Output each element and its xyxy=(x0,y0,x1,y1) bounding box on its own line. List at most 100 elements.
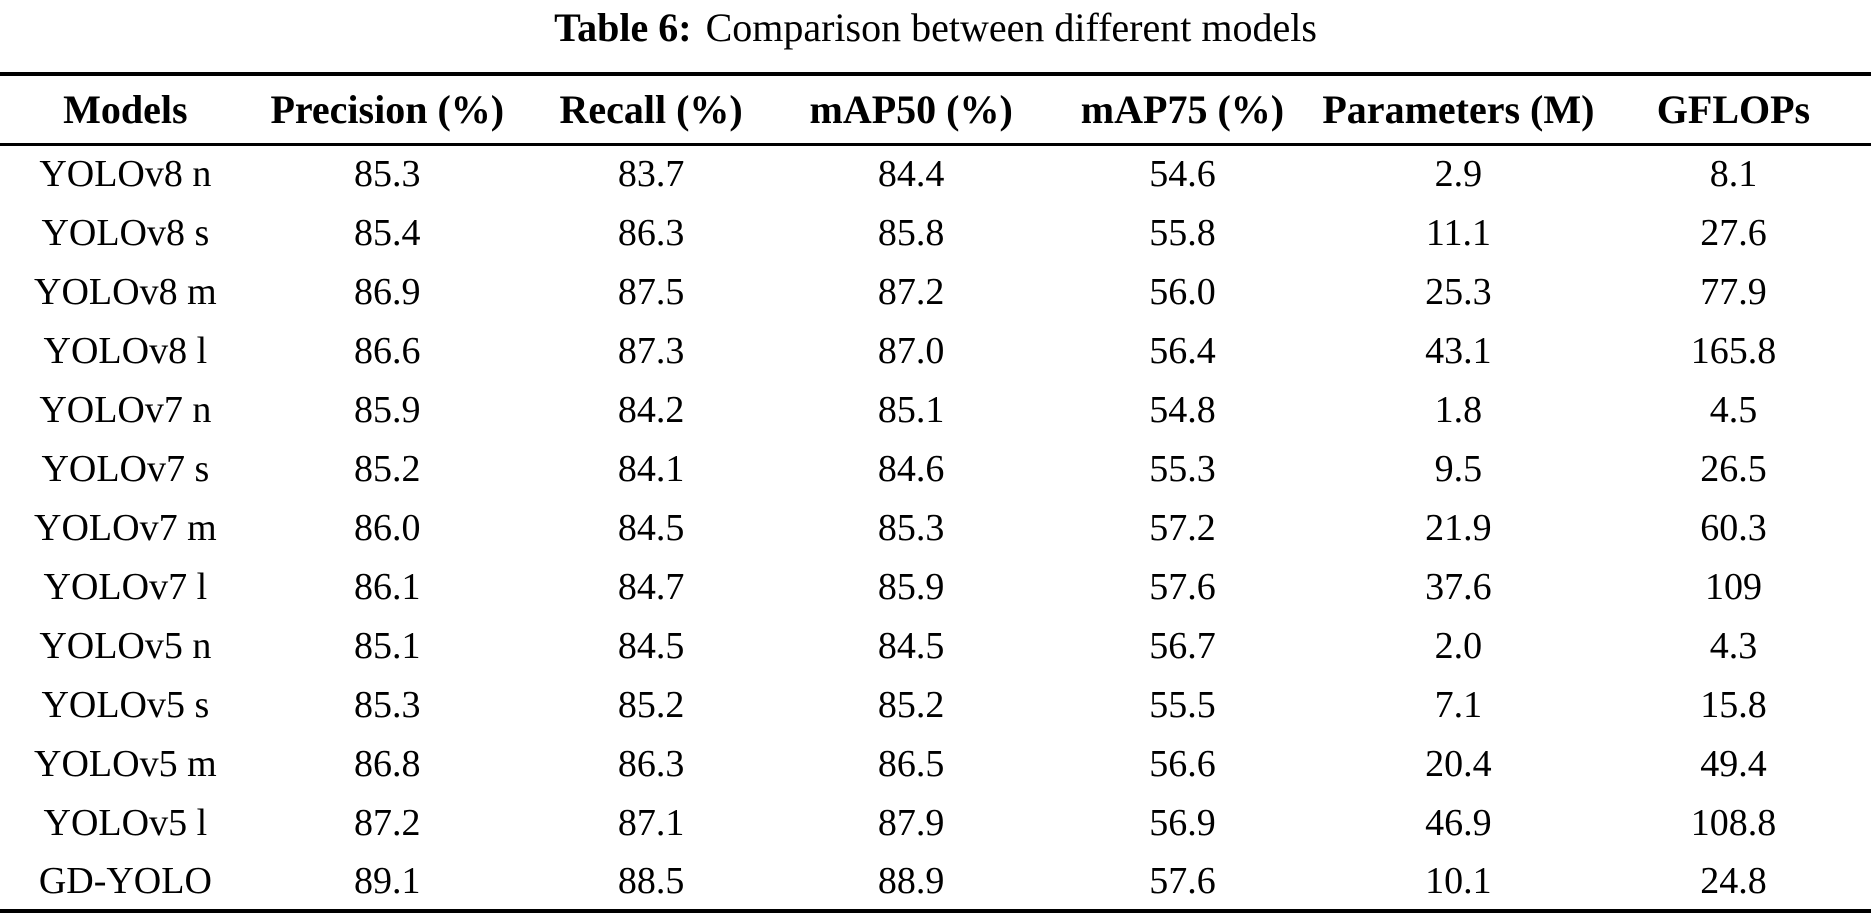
value-cell: 109 xyxy=(1704,565,1762,608)
value-cell: 4.3 xyxy=(1709,624,1758,667)
value-cell: 57.6 xyxy=(1149,565,1216,608)
column-header-precision: Precision (%) xyxy=(270,86,505,132)
value-cell: 25.3 xyxy=(1425,270,1492,313)
table-row: GD-YOLO 89.1 88.5 88.9 57.6 10.1 24.8 xyxy=(0,852,1871,911)
table-row: YOLOv5 m 86.8 86.3 86.5 56.6 20.4 49.4 xyxy=(0,734,1871,793)
model-cell: YOLOv8 l xyxy=(43,329,208,372)
value-cell: 85.3 xyxy=(354,153,421,196)
value-cell: 87.1 xyxy=(617,801,685,844)
value-cell: 85.2 xyxy=(877,683,945,726)
value-cell: 55.8 xyxy=(1149,211,1216,254)
value-cell: 87.0 xyxy=(877,329,945,372)
model-cell: YOLOv5 l xyxy=(43,801,208,844)
value-cell: 84.7 xyxy=(617,565,685,608)
value-cell: 27.6 xyxy=(1700,211,1767,254)
value-cell: 2.0 xyxy=(1434,624,1483,667)
value-cell: 87.2 xyxy=(354,801,421,844)
value-cell: 86.6 xyxy=(354,329,421,372)
model-comparison-table: Models Precision (%) Recall (%) mAP50 (%… xyxy=(0,72,1871,913)
value-cell: 84.4 xyxy=(877,153,945,196)
value-cell: 24.8 xyxy=(1700,859,1767,902)
value-cell: 87.3 xyxy=(617,329,685,372)
table-row: YOLOv7 m 86.0 84.5 85.3 57.2 21.9 60.3 xyxy=(0,498,1871,557)
value-cell: 20.4 xyxy=(1425,742,1492,785)
table-body: YOLOv8 n 85.3 83.7 84.4 54.6 2.9 8.1 YOL… xyxy=(0,144,1871,911)
value-cell: 87.9 xyxy=(877,801,945,844)
value-cell: 85.9 xyxy=(877,565,945,608)
table-row: YOLOv8 m 86.9 87.5 87.2 56.0 25.3 77.9 xyxy=(0,262,1871,321)
column-header-map50: mAP50 (%) xyxy=(809,86,1013,132)
value-cell: 86.1 xyxy=(354,565,421,608)
value-cell: 85.2 xyxy=(354,447,421,490)
value-cell: 86.5 xyxy=(877,742,945,785)
table-row: YOLOv8 s 85.4 86.3 85.8 55.8 11.1 27.6 xyxy=(0,203,1871,262)
table-header-row: Models Precision (%) Recall (%) mAP50 (%… xyxy=(0,74,1871,144)
value-cell: 85.3 xyxy=(354,683,421,726)
model-cell: YOLOv7 n xyxy=(39,388,212,431)
model-cell: YOLOv7 m xyxy=(34,506,217,549)
value-cell: 84.5 xyxy=(617,624,685,667)
value-cell: 8.1 xyxy=(1709,153,1758,196)
value-cell: 43.1 xyxy=(1425,329,1492,372)
value-cell: 87.5 xyxy=(617,270,685,313)
value-cell: 77.9 xyxy=(1700,270,1767,313)
column-header-map75: mAP75 (%) xyxy=(1080,86,1285,132)
value-cell: 7.1 xyxy=(1434,683,1483,726)
value-cell: 86.3 xyxy=(617,211,685,254)
value-cell: 56.0 xyxy=(1149,270,1216,313)
value-cell: 86.0 xyxy=(354,506,421,549)
column-header-gflops: GFLOPs xyxy=(1656,86,1811,132)
table-row: YOLOv7 l 86.1 84.7 85.9 57.6 37.6 109 xyxy=(0,557,1871,616)
model-cell: YOLOv5 m xyxy=(34,742,217,785)
value-cell: 83.7 xyxy=(617,153,685,196)
table-row: YOLOv5 l 87.2 87.1 87.9 56.9 46.9 108.8 xyxy=(0,793,1871,852)
value-cell: 55.3 xyxy=(1149,447,1216,490)
value-cell: 165.8 xyxy=(1690,329,1777,372)
value-cell: 86.9 xyxy=(354,270,421,313)
table-caption: Table 6: Comparison between different mod… xyxy=(0,4,1871,52)
value-cell: 46.9 xyxy=(1425,801,1492,844)
value-cell: 54.8 xyxy=(1149,388,1216,431)
model-cell: YOLOv8 n xyxy=(39,153,212,196)
value-cell: 86.8 xyxy=(354,742,421,785)
value-cell: 84.2 xyxy=(617,388,685,431)
column-header-models: Models xyxy=(63,86,188,132)
model-cell: YOLOv8 m xyxy=(34,270,217,313)
value-cell: 89.1 xyxy=(354,859,421,902)
model-cell: YOLOv7 s xyxy=(41,447,210,490)
value-cell: 56.6 xyxy=(1149,742,1216,785)
column-header-parameters: Parameters (M) xyxy=(1322,86,1595,132)
value-cell: 21.9 xyxy=(1425,506,1492,549)
value-cell: 10.1 xyxy=(1425,859,1492,902)
table-row: YOLOv5 n 85.1 84.5 84.5 56.7 2.0 4.3 xyxy=(0,616,1871,675)
value-cell: 56.7 xyxy=(1149,624,1216,667)
table-row: YOLOv7 s 85.2 84.1 84.6 55.3 9.5 26.5 xyxy=(0,439,1871,498)
value-cell: 57.2 xyxy=(1149,506,1216,549)
value-cell: 54.6 xyxy=(1149,153,1216,196)
value-cell: 60.3 xyxy=(1700,506,1767,549)
value-cell: 55.5 xyxy=(1149,683,1216,726)
value-cell: 85.8 xyxy=(877,211,945,254)
value-cell: 85.9 xyxy=(354,388,421,431)
value-cell: 49.4 xyxy=(1700,742,1767,785)
value-cell: 85.1 xyxy=(354,624,421,667)
table-row: YOLOv7 n 85.9 84.2 85.1 54.8 1.8 4.5 xyxy=(0,380,1871,439)
column-header-recall: Recall (%) xyxy=(559,86,743,132)
value-cell: 84.5 xyxy=(877,624,945,667)
value-cell: 4.5 xyxy=(1709,388,1758,431)
table-row: YOLOv8 l 86.6 87.3 87.0 56.4 43.1 165.8 xyxy=(0,321,1871,380)
model-cell: YOLOv8 s xyxy=(41,211,210,254)
table-row: YOLOv8 n 85.3 83.7 84.4 54.6 2.9 8.1 xyxy=(0,144,1871,203)
value-cell: 26.5 xyxy=(1700,447,1767,490)
value-cell: 85.3 xyxy=(877,506,945,549)
value-cell: 56.9 xyxy=(1149,801,1216,844)
value-cell: 84.6 xyxy=(877,447,945,490)
model-cell: YOLOv7 l xyxy=(43,565,208,608)
value-cell: 85.1 xyxy=(877,388,945,431)
value-cell: 9.5 xyxy=(1434,447,1483,490)
value-cell: 88.9 xyxy=(877,859,945,902)
value-cell: 84.1 xyxy=(617,447,685,490)
value-cell: 57.6 xyxy=(1149,859,1216,902)
table-row: YOLOv5 s 85.3 85.2 85.2 55.5 7.1 15.8 xyxy=(0,675,1871,734)
